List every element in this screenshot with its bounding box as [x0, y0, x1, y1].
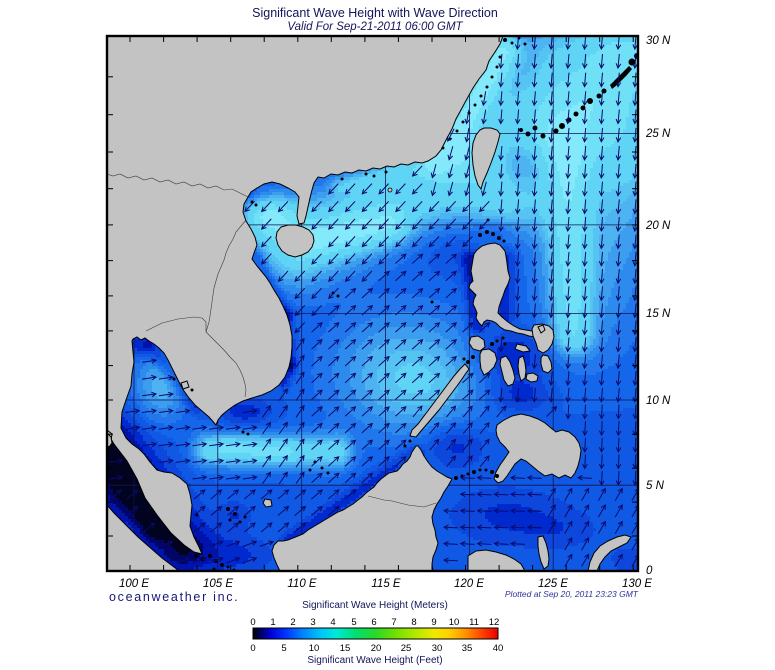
svg-text:30: 30	[432, 643, 443, 654]
svg-text:oceanweather inc.: oceanweather inc.	[109, 590, 239, 604]
svg-text:0: 0	[250, 643, 255, 654]
svg-text:5 N: 5 N	[646, 480, 665, 492]
svg-text:20 N: 20 N	[645, 220, 671, 232]
svg-text:15 N: 15 N	[646, 308, 671, 320]
svg-text:1: 1	[270, 617, 275, 628]
svg-text:4: 4	[330, 617, 335, 628]
svg-text:100 E: 100 E	[119, 578, 149, 590]
svg-text:105 E: 105 E	[203, 578, 233, 590]
svg-text:125 E: 125 E	[538, 578, 568, 590]
svg-text:110 E: 110 E	[287, 578, 317, 590]
svg-text:30 N: 30 N	[646, 35, 671, 47]
svg-text:10: 10	[309, 643, 320, 654]
svg-text:25 N: 25 N	[645, 128, 671, 140]
svg-text:Plotted at Sep 20, 2011 23:23: Plotted at Sep 20, 2011 23:23 GMT	[505, 589, 639, 599]
svg-text:Valid For Sep-21-2011 06:00 GM: Valid For Sep-21-2011 06:00 GMT	[287, 21, 463, 33]
svg-text:15: 15	[340, 643, 351, 654]
svg-text:0: 0	[250, 617, 255, 628]
svg-text:25: 25	[401, 643, 412, 654]
svg-text:5: 5	[281, 643, 286, 654]
svg-text:35: 35	[462, 643, 473, 654]
svg-text:8: 8	[411, 617, 416, 628]
svg-text:2: 2	[290, 617, 295, 628]
svg-text:0: 0	[646, 565, 653, 577]
svg-text:3: 3	[310, 617, 315, 628]
svg-text:Significant Wave Height (Meter: Significant Wave Height (Meters)	[302, 600, 448, 611]
svg-text:11: 11	[469, 617, 479, 628]
svg-text:20: 20	[371, 643, 382, 654]
svg-text:115 E: 115 E	[371, 578, 401, 590]
svg-text:40: 40	[493, 643, 504, 654]
svg-text:120 E: 120 E	[454, 578, 484, 590]
svg-text:Significant Wave Height (Feet): Significant Wave Height (Feet)	[307, 655, 442, 665]
svg-text:Significant Wave Height with W: Significant Wave Height with Wave Direct…	[252, 6, 498, 20]
svg-text:9: 9	[431, 617, 436, 628]
svg-text:6: 6	[371, 617, 376, 628]
svg-text:10: 10	[449, 617, 460, 628]
svg-text:130 E: 130 E	[622, 578, 652, 590]
svg-text:10 N: 10 N	[646, 395, 671, 407]
svg-text:7: 7	[391, 617, 396, 628]
svg-text:12: 12	[489, 617, 500, 628]
svg-text:5: 5	[351, 617, 356, 628]
